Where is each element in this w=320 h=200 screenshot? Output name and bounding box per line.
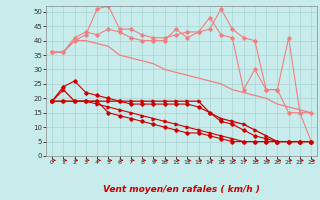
X-axis label: Vent moyen/en rafales ( km/h ): Vent moyen/en rafales ( km/h ) — [103, 185, 260, 194]
